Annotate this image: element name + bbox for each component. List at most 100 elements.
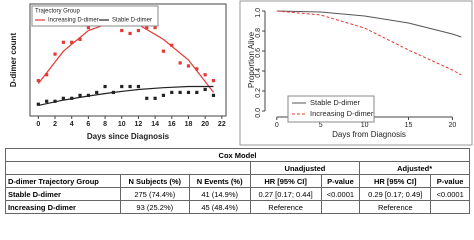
cox-table: Cox Model Unadjusted Adjusted* D-dimer Traj… xyxy=(5,148,470,214)
point xyxy=(203,73,207,77)
table-cell: 0.27 [0.17; 0.44] xyxy=(249,187,322,201)
table-cell: P-value xyxy=(320,174,361,188)
point xyxy=(153,96,157,100)
x-axis-label: Days from Diagnosis xyxy=(332,130,406,139)
x-tick-label: 5 xyxy=(319,122,323,129)
table-cell: Cox Model xyxy=(5,148,470,162)
table-cell: HR [95% CI] xyxy=(359,174,432,188)
point xyxy=(211,79,216,83)
point xyxy=(78,93,82,97)
point xyxy=(186,90,191,95)
point xyxy=(211,93,216,97)
table-cell: Unadjusted xyxy=(249,161,361,175)
x-tick-label: 2 xyxy=(53,121,57,128)
point xyxy=(186,64,191,68)
table-cell: 93 (25.2%) xyxy=(119,200,190,214)
fit-curve xyxy=(38,85,214,106)
x-axis-label: Days since Diagnosis xyxy=(87,132,170,141)
point xyxy=(145,25,149,30)
y-tick-label: 0.6 xyxy=(255,48,262,58)
table-cell xyxy=(320,200,361,214)
point xyxy=(170,43,174,47)
point xyxy=(86,25,90,30)
point xyxy=(36,102,40,106)
point xyxy=(195,90,199,95)
legend-label: Stable D-dimer xyxy=(112,18,152,24)
x-tick-label: 20 xyxy=(449,122,457,129)
point xyxy=(86,93,90,97)
point xyxy=(153,25,157,30)
point xyxy=(70,40,74,44)
point xyxy=(203,87,207,92)
table-cell: Stable D-dimer xyxy=(5,187,121,201)
x-tick-label: 18 xyxy=(185,121,193,128)
survival-line xyxy=(276,10,462,38)
table-cell: P-value xyxy=(430,174,470,188)
table-cell: <0.0001 xyxy=(430,187,470,201)
legend-box xyxy=(31,5,159,27)
x-tick-label: 22 xyxy=(218,121,226,128)
table-cell: D-dimer Trajectory Group xyxy=(5,174,121,188)
x-tick-label: 10 xyxy=(361,122,369,129)
table-row: D-dimer Trajectory Group N Subjects (%) N … xyxy=(5,174,470,188)
legend-label: Stable D-dimer xyxy=(310,98,361,107)
point xyxy=(61,96,65,100)
point xyxy=(53,52,57,56)
x-tick-label: 10 xyxy=(118,121,126,128)
point xyxy=(120,84,124,89)
point xyxy=(128,84,132,89)
point xyxy=(161,49,166,53)
y-tick-label: 0.4 xyxy=(255,68,262,78)
table-cell: N Subjects (%) xyxy=(119,174,190,188)
legend-label: Increasing D-dimer xyxy=(48,18,99,24)
table-cell xyxy=(5,161,251,175)
table-cell: N Events (%) xyxy=(188,174,251,188)
x-tick-label: 20 xyxy=(201,121,209,128)
x-tick-label: 4 xyxy=(70,121,74,128)
table-cell xyxy=(430,200,470,214)
point xyxy=(120,28,124,33)
table-cell: Increasing D-dimer xyxy=(5,200,121,214)
point xyxy=(61,40,65,44)
legend-box xyxy=(287,95,375,123)
table-cell: <0.0001 xyxy=(320,187,361,201)
y-tick-label: 1.0 xyxy=(255,8,262,18)
table-cell: 41 (14.9%) xyxy=(188,187,251,201)
charts: 0 2 4 6 8 10 12 14 16 18 20 22 Days since Diagnosis D… xyxy=(9,0,473,146)
plot-frame xyxy=(29,3,227,117)
point xyxy=(195,67,199,71)
point xyxy=(161,93,166,97)
table-row: Unadjusted Adjusted* xyxy=(5,161,470,175)
table-cell: Reference xyxy=(249,200,322,214)
y-tick-label: 0.0 xyxy=(255,108,262,118)
x-tick-label: 16 xyxy=(168,121,176,128)
table-cell: Adjusted* xyxy=(359,161,470,175)
x-tick-label: 15 xyxy=(405,122,413,129)
table-cell: Reference xyxy=(359,200,432,214)
legend-label: Increasing D-dimer xyxy=(310,109,374,118)
table-cell: 45 (48.4%) xyxy=(188,200,251,214)
x-tick-label: 6 xyxy=(86,121,90,128)
survival-line xyxy=(276,10,462,76)
y-tick-label: 0.8 xyxy=(255,28,262,38)
point xyxy=(103,84,107,89)
point xyxy=(36,79,40,83)
x-tick-label: 12 xyxy=(135,121,143,128)
table-row: Stable D-dimer 275 (74.4%) 41 (14.9%) 0.27 … xyxy=(5,187,470,201)
point xyxy=(45,99,49,103)
x-tick-label: 14 xyxy=(151,121,159,128)
table-cell: HR [95% CI] xyxy=(249,174,322,188)
y-axis-label: D-dimer count xyxy=(9,33,18,88)
point xyxy=(145,96,149,100)
y-axis-label: Proportion Alive xyxy=(247,31,256,88)
x-tick-label: 0 xyxy=(36,121,40,128)
x-tick-label: 8 xyxy=(103,121,107,128)
point xyxy=(78,37,82,41)
point xyxy=(170,90,174,95)
table-cell: 0.29 [0.17; 0.49] xyxy=(359,187,432,201)
table-row: Increasing D-dimer 93 (25.2%) 45 (48.4%) Re… xyxy=(5,200,470,214)
point xyxy=(95,90,99,95)
fit-curve xyxy=(37,21,214,93)
y-tick-label: 0.2 xyxy=(255,88,262,98)
